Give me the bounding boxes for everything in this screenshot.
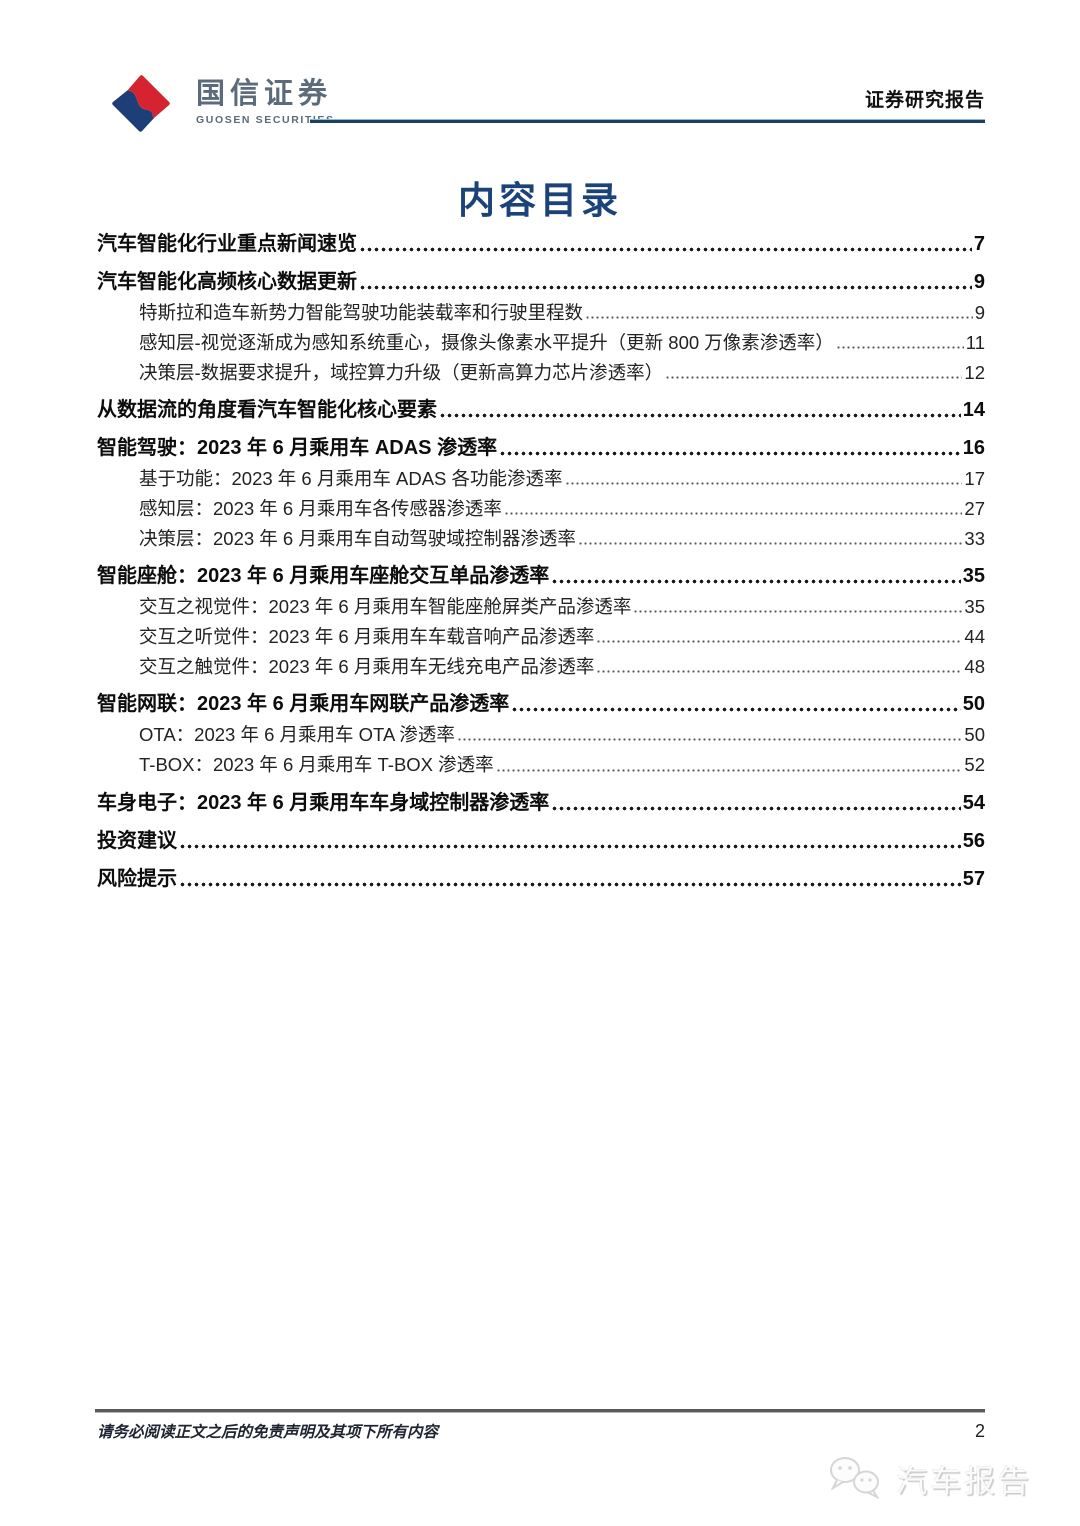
toc-page-number: 35 <box>962 565 985 588</box>
toc-entry-label: 交互之触觉件：2023 年 6 月乘用车无线充电产品渗透率 <box>139 656 595 678</box>
toc-dot-leader <box>596 655 963 680</box>
toc-entry-label: 车身电子：2023 年 6 月乘用车车身域控制器渗透率 <box>97 791 550 814</box>
toc-entry[interactable]: 交互之视觉件：2023 年 6 月乘用车智能座舱屏类产品渗透率 35 <box>97 595 985 620</box>
toc-entry[interactable]: T-BOX：2023 年 6 月乘用车 T-BOX 渗透率 52 <box>97 753 985 778</box>
toc-page-number: 12 <box>964 362 985 384</box>
toc-entry-label: OTA：2023 年 6 月乘用车 OTA 渗透率 <box>139 724 455 746</box>
toc-dot-leader <box>359 269 972 295</box>
toc-page-number: 27 <box>964 498 985 520</box>
toc-dot-leader <box>495 753 963 778</box>
toc-dot-leader <box>633 595 963 620</box>
toc-entry[interactable]: 交互之听觉件：2023 年 6 月乘用车车载音响产品渗透率 44 <box>97 625 985 650</box>
toc-dot-leader <box>503 497 963 522</box>
toc-page-number: 57 <box>962 867 985 890</box>
toc-entry-label: 交互之视觉件：2023 年 6 月乘用车智能座舱屏类产品渗透率 <box>139 596 632 618</box>
toc-entry-label: 智能网联：2023 年 6 月乘用车网联产品渗透率 <box>97 693 510 716</box>
toc-entry-label: 感知层-视觉逐渐成为感知系统重心，摄像头像素水平提升（更新 800 万像素渗透率… <box>139 332 834 354</box>
toc-page-number: 52 <box>964 754 985 776</box>
toc-page-number: 9 <box>974 302 985 323</box>
toc-list: 汽车智能化行业重点新闻速览 7 汽车智能化高频核心数据更新 9 特斯拉和造车新势… <box>97 231 985 892</box>
toc-entry[interactable]: 投资建议 56 <box>97 827 985 854</box>
toc-entry[interactable]: OTA：2023 年 6 月乘用车 OTA 渗透率 50 <box>97 723 985 748</box>
wechat-watermark: 汽车报告 <box>828 1455 1032 1501</box>
toc-entry-label: 智能座舱：2023 年 6 月乘用车座舱交互单品渗透率 <box>97 565 550 588</box>
toc-title: 内容目录 <box>458 180 622 221</box>
toc-entry-label: 汽车智能化高频核心数据更新 <box>97 271 357 293</box>
logo-name-cn: 国信证券 <box>196 78 333 111</box>
logo-text: 国信证券 GUOSEN SECURITIES <box>196 80 335 126</box>
toc-entry[interactable]: 智能网联：2023 年 6 月乘用车网联产品渗透率 50 <box>97 691 985 718</box>
toc-entry[interactable]: 汽车智能化高频核心数据更新 9 <box>97 269 985 295</box>
toc-dot-leader <box>439 397 961 424</box>
toc-entry[interactable]: 基于功能：2023 年 6 月乘用车 ADAS 各功能渗透率 17 <box>97 467 985 492</box>
toc-entry[interactable]: 感知层：2023 年 6 月乘用车各传感器渗透率 27 <box>97 497 985 522</box>
toc-entry-label: 智能驾驶：2023 年 6 月乘用车 ADAS 渗透率 <box>97 437 498 460</box>
header-divider <box>310 119 985 123</box>
toc-entry[interactable]: 特斯拉和造车新势力智能驾驶功能装载率和行驶里程数 9 <box>97 301 985 326</box>
toc-dot-leader <box>551 563 961 590</box>
toc-page-number: 48 <box>964 656 985 678</box>
toc-page-number: 17 <box>964 468 985 490</box>
toc-dot-leader <box>564 467 963 492</box>
toc-dot-leader <box>511 691 961 718</box>
toc-page-number: 11 <box>965 332 985 354</box>
footer-divider <box>95 1409 985 1413</box>
toc-page-number: 33 <box>964 528 985 550</box>
toc-page-number: 7 <box>973 233 985 255</box>
toc-dot-leader <box>585 301 973 326</box>
toc-dot-leader <box>456 723 963 748</box>
watermark-label: 汽车报告 <box>896 1463 1032 1499</box>
toc-page-number: 56 <box>962 829 985 852</box>
toc-dot-leader <box>499 435 961 462</box>
guosen-logo: 国信证券 GUOSEN SECURITIES <box>100 72 335 134</box>
toc-entry[interactable]: 感知层-视觉逐渐成为感知系统重心，摄像头像素水平提升（更新 800 万像素渗透率… <box>97 331 985 356</box>
page-footer: 请务必阅读正文之后的免责声明及其项下所有内容 2 <box>97 1420 985 1442</box>
toc-dot-leader <box>551 789 961 816</box>
toc-page-number: 54 <box>962 791 985 814</box>
toc-entry-label: 决策层-数据要求提升，域控算力升级（更新高算力芯片渗透率） <box>139 362 664 384</box>
toc-entry-label: 基于功能：2023 年 6 月乘用车 ADAS 各功能渗透率 <box>139 468 563 490</box>
report-type-label: 证券研究报告 <box>864 90 985 111</box>
toc-dot-leader <box>596 625 963 650</box>
toc-entry[interactable]: 风险提示 57 <box>97 865 985 892</box>
toc-entry-label: 决策层：2023 年 6 月乘用车自动驾驶域控制器渗透率 <box>139 528 576 550</box>
toc-entry[interactable]: 交互之触觉件：2023 年 6 月乘用车无线充电产品渗透率 48 <box>97 655 985 680</box>
toc-entry-label: 汽车智能化行业重点新闻速览 <box>97 233 357 255</box>
toc-page-number: 9 <box>973 271 985 293</box>
footer-disclaimer: 请务必阅读正文之后的免责声明及其项下所有内容 <box>97 1424 439 1441</box>
toc-entry-label: T-BOX：2023 年 6 月乘用车 T-BOX 渗透率 <box>139 754 494 776</box>
toc-dot-leader <box>577 527 963 552</box>
toc-entry-label: 交互之听觉件：2023 年 6 月乘用车车载音响产品渗透率 <box>139 626 595 648</box>
toc-page-number: 16 <box>962 437 985 460</box>
toc-dot-leader <box>835 331 964 356</box>
toc-entry-label: 从数据流的角度看汽车智能化核心要素 <box>97 399 437 422</box>
toc-entry[interactable]: 汽车智能化行业重点新闻速览 7 <box>97 231 985 257</box>
toc-entry-label: 风险提示 <box>97 867 177 890</box>
toc-entry-label: 特斯拉和造车新势力智能驾驶功能装载率和行驶里程数 <box>139 302 584 323</box>
toc-entry-label: 感知层：2023 年 6 月乘用车各传感器渗透率 <box>139 498 502 520</box>
toc-entry[interactable]: 智能座舱：2023 年 6 月乘用车座舱交互单品渗透率 35 <box>97 563 985 590</box>
toc-page-number: 50 <box>964 724 985 746</box>
toc-page-number: 44 <box>964 626 985 648</box>
toc-dot-leader <box>179 827 961 854</box>
toc-dot-leader <box>359 231 972 257</box>
toc-page-number: 35 <box>964 596 985 618</box>
toc-entry[interactable]: 决策层-数据要求提升，域控算力升级（更新高算力芯片渗透率） 12 <box>97 361 985 386</box>
toc-page-number: 14 <box>962 399 985 422</box>
toc-entry-label: 投资建议 <box>97 829 177 852</box>
toc-entry[interactable]: 从数据流的角度看汽车智能化核心要素 14 <box>97 397 985 424</box>
toc-entry[interactable]: 车身电子：2023 年 6 月乘用车车身域控制器渗透率 54 <box>97 789 985 816</box>
toc-entry[interactable]: 智能驾驶：2023 年 6 月乘用车 ADAS 渗透率 16 <box>97 435 985 462</box>
toc-page-number: 50 <box>962 693 985 716</box>
toc-dot-leader <box>665 361 963 386</box>
toc-dot-leader <box>179 865 961 892</box>
footer-page-number: 2 <box>974 1421 985 1441</box>
wechat-icon <box>830 1457 880 1500</box>
toc-entry[interactable]: 决策层：2023 年 6 月乘用车自动驾驶域控制器渗透率 33 <box>97 527 985 552</box>
guosen-logo-icon <box>112 75 170 132</box>
logo-name-en: GUOSEN SECURITIES <box>196 114 335 127</box>
